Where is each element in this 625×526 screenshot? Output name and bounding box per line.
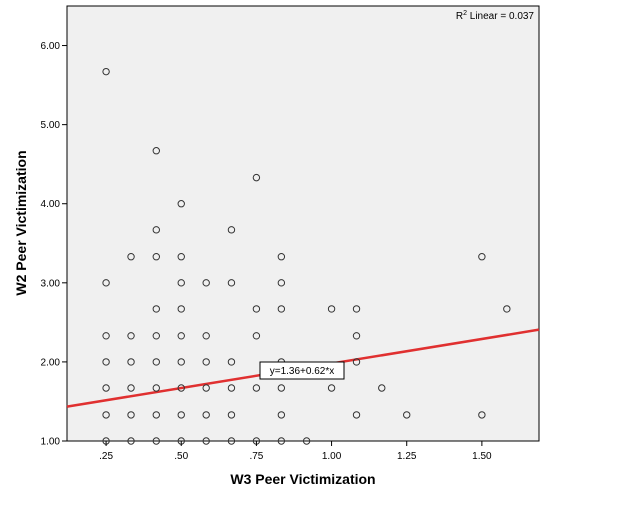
scatter-point (227, 358, 236, 366)
scatter-point (252, 384, 261, 392)
scatter-point (327, 305, 336, 313)
y-tick-label: 1.00 (41, 437, 61, 448)
x-tick-label: 1.50 (472, 451, 492, 462)
scatter-point (152, 358, 160, 366)
x-axis-ticks: .25 .50 .75 1.00 1.25 1.50 (99, 441, 492, 462)
scatter-point (227, 437, 236, 445)
scatter-point (152, 411, 160, 419)
scatter-point (177, 384, 185, 392)
scatter-point (177, 279, 185, 287)
scatter-point (277, 384, 286, 392)
scatter-point (152, 437, 160, 445)
y-axis-ticks: 1.00 2.00 3.00 4.00 5.00 6.00 (41, 41, 67, 448)
scatter-point (202, 358, 210, 366)
scatter-point (127, 384, 135, 392)
x-axis-title: W3 Peer Victimization (230, 471, 375, 487)
scatter-point (202, 279, 210, 287)
scatter-point (202, 437, 210, 445)
scatter-point (102, 384, 110, 392)
scatter-point (102, 67, 110, 76)
scatter-point (478, 411, 486, 419)
scatter-point (127, 253, 135, 261)
scatter-point (478, 253, 486, 261)
scatter-point (302, 437, 311, 445)
scatter-point (152, 332, 160, 340)
x-tick-label: .75 (249, 451, 263, 462)
y-tick-label: 5.00 (41, 120, 61, 131)
scatter-point (202, 332, 210, 340)
scatter-point (102, 332, 110, 340)
scatter-point (503, 305, 511, 313)
scatter-point (102, 279, 110, 287)
scatter-point (152, 384, 160, 392)
scatter-point (127, 358, 135, 366)
scatter-point (327, 384, 336, 392)
r2-superscript: 2 (463, 10, 467, 17)
scatter-point (227, 411, 236, 419)
scatter-point (152, 226, 160, 234)
y-axis-title: W2 Peer Victimization (13, 150, 29, 295)
scatter-point (252, 173, 261, 182)
scatter-point (352, 358, 361, 366)
scatter-point (102, 411, 110, 419)
scatter-point (177, 253, 185, 261)
scatter-point (152, 253, 160, 261)
x-tick-label: 1.25 (397, 451, 417, 462)
scatter-point (177, 332, 185, 340)
scatter-point (227, 279, 236, 287)
scatter-point (202, 411, 210, 419)
scatter-point (277, 279, 286, 287)
scatter-point (177, 200, 185, 208)
scatter-point (102, 358, 110, 366)
scatter-point (277, 305, 286, 313)
scatter-point (277, 411, 286, 419)
scatter-point (352, 411, 361, 419)
scatter-point (352, 305, 361, 313)
scatter-point (127, 332, 135, 340)
scatter-point (127, 411, 135, 419)
r2-annotation: R2 Linear = 0.037 (456, 10, 535, 22)
scatter-point (202, 384, 210, 392)
x-tick-label: 1.00 (322, 451, 342, 462)
fit-label-box (259, 361, 345, 380)
r2-prefix: R (456, 11, 463, 22)
scatter-point (177, 411, 185, 419)
fit-equation-label: y=1.36+0.62*x (270, 366, 335, 377)
scatter-point (277, 437, 286, 445)
scatter-point (152, 147, 160, 155)
scatter-point (127, 437, 135, 445)
scatter-point (403, 411, 411, 419)
x-tick-label: .50 (174, 451, 188, 462)
y-tick-label: 2.00 (41, 357, 61, 368)
scatter-point (277, 253, 286, 261)
scatter-point (252, 332, 261, 340)
x-tick-label: .25 (99, 451, 113, 462)
y-tick-label: 4.00 (41, 199, 61, 210)
scatter-point (227, 226, 236, 234)
y-tick-label: 3.00 (41, 278, 61, 289)
scatter-point (177, 305, 185, 313)
scatter-point (352, 332, 361, 340)
scatter-point (378, 384, 386, 392)
r2-value: Linear = 0.037 (467, 11, 534, 22)
y-tick-label: 6.00 (41, 41, 61, 52)
scatter-point (152, 305, 160, 313)
scatter-point (227, 384, 236, 392)
scatter-point (177, 358, 185, 366)
scatter-point (252, 305, 261, 313)
